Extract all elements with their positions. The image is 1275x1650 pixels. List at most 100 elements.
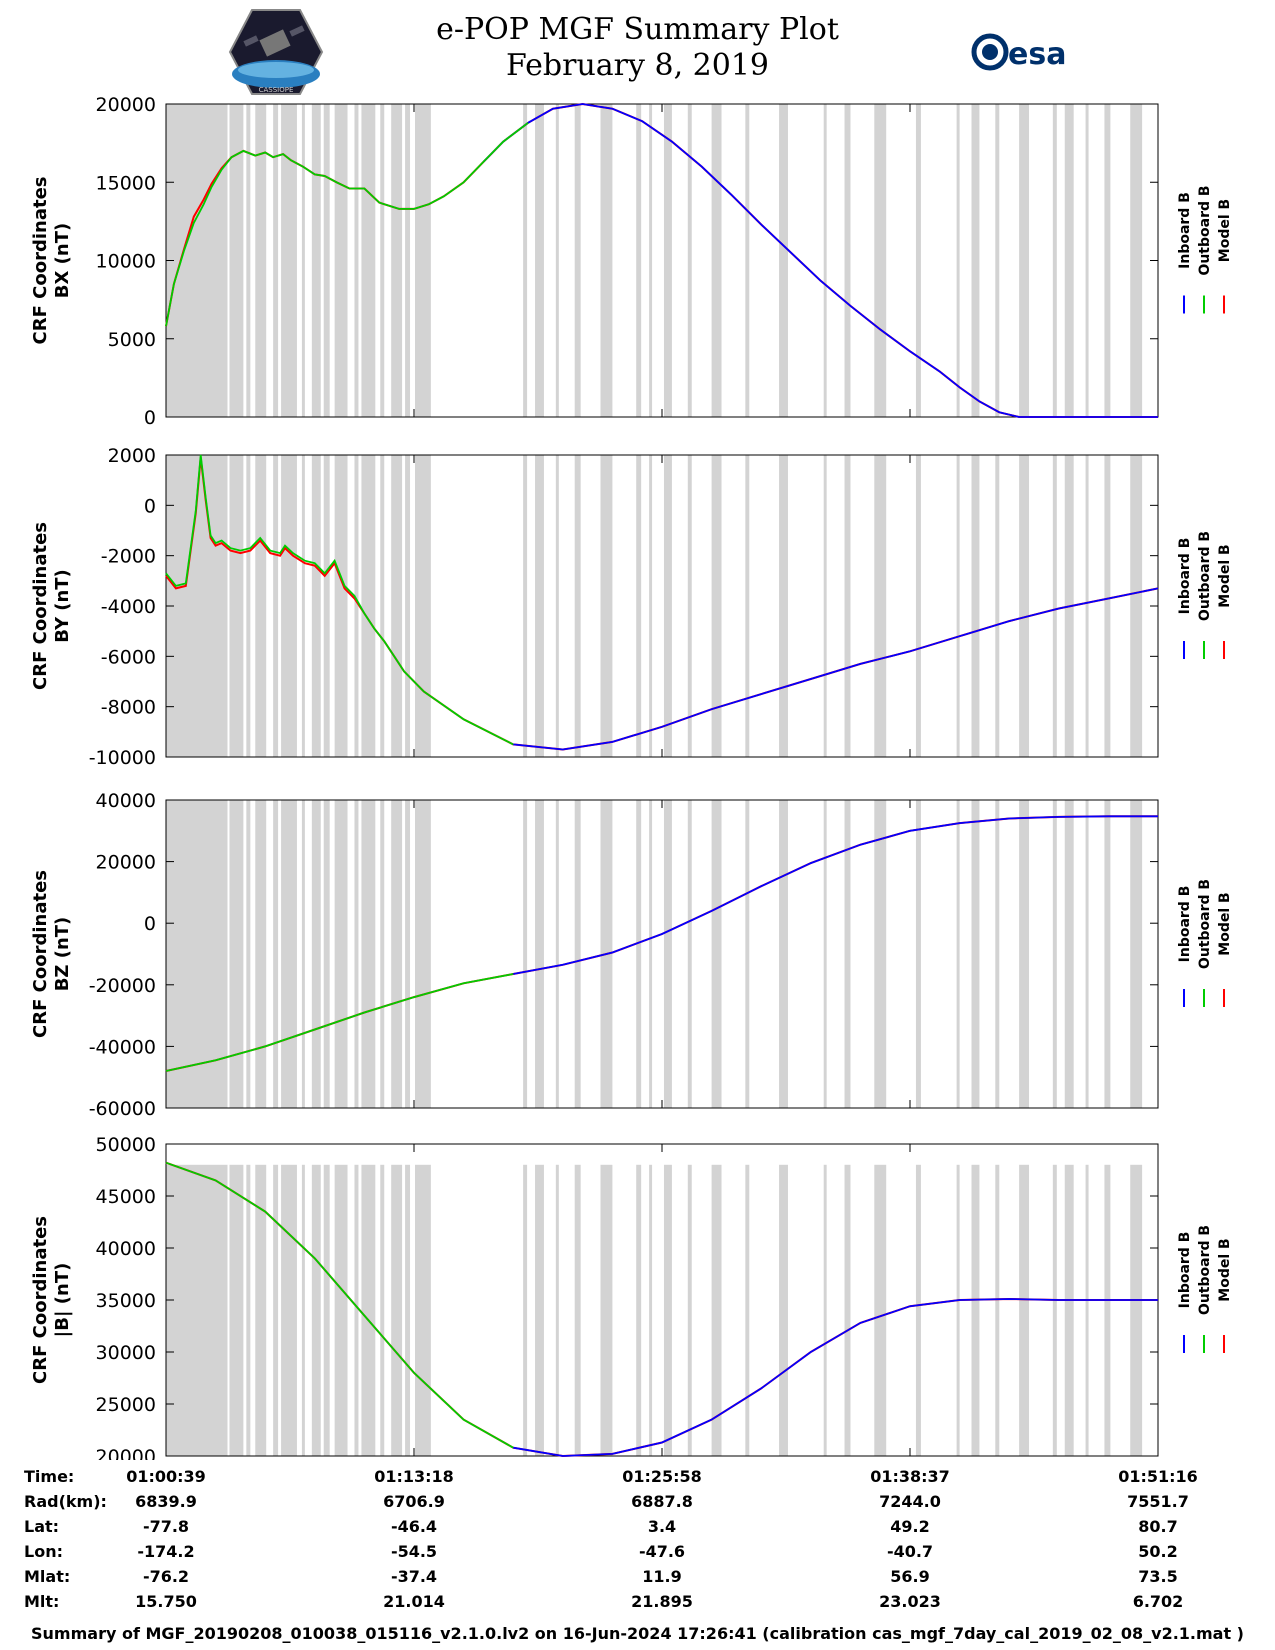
ephemeris-row-label: Mlt: bbox=[24, 1592, 59, 1611]
data-gap-band bbox=[844, 800, 851, 1108]
ephemeris-value: 01:13:18 bbox=[374, 1467, 454, 1486]
data-gap-band bbox=[636, 104, 642, 417]
data-gap-band bbox=[323, 104, 330, 417]
y-axis-label-line-2: |B| (nT) bbox=[52, 1263, 73, 1338]
data-gap-band bbox=[915, 455, 921, 757]
legend: Inboard B Outboard B Model B bbox=[1177, 185, 1233, 314]
legend-entry-label: Inboard B bbox=[1177, 538, 1193, 615]
data-gap-band bbox=[1130, 800, 1143, 1108]
data-gap-band bbox=[414, 800, 431, 1108]
ephemeris-value: 21.895 bbox=[631, 1592, 693, 1611]
data-gap-band bbox=[273, 1164, 279, 1456]
ephemeris-row-label: Time: bbox=[24, 1467, 74, 1486]
y-tick-label: 10000 bbox=[96, 251, 156, 273]
data-gap-band bbox=[823, 800, 827, 1108]
ephemeris-value: 6839.9 bbox=[135, 1492, 197, 1511]
data-gap-band bbox=[555, 1164, 559, 1456]
ephemeris-row-label: Mlat: bbox=[24, 1567, 70, 1586]
data-gap-band bbox=[779, 104, 788, 417]
data-gap-band bbox=[311, 455, 321, 757]
ephemeris-value: 6887.8 bbox=[631, 1492, 693, 1511]
data-gap-band bbox=[1052, 104, 1057, 417]
svg-text:esa: esa bbox=[1008, 37, 1066, 72]
series-line-inboard-b bbox=[482, 103, 1158, 418]
series-line-inboard-b bbox=[513, 587, 1159, 751]
data-gap-band bbox=[823, 1164, 827, 1456]
y-axis-label-line-1: CRF Coordinates bbox=[30, 522, 51, 690]
title-line-2: February 8, 2019 bbox=[505, 48, 769, 83]
y-tick-label: 5000 bbox=[108, 329, 156, 351]
data-gap-band bbox=[1085, 800, 1089, 1108]
data-gap-band bbox=[246, 455, 251, 757]
y-axis-label-line-1: CRF Coordinates bbox=[30, 177, 51, 345]
data-gap-band bbox=[600, 104, 613, 417]
data-gap-band bbox=[956, 104, 960, 417]
svg-text:CASSIOPE: CASSIOPE bbox=[259, 86, 294, 94]
ephemeris-value: 15.750 bbox=[135, 1592, 197, 1611]
y-axis-label: CRF CoordinatesBY (nT) bbox=[30, 522, 73, 690]
legend: Inboard B Outboard B Model B bbox=[1177, 879, 1233, 1007]
ephemeris-value: 6.702 bbox=[1133, 1592, 1184, 1611]
data-gap-band bbox=[255, 455, 267, 757]
ephemeris-value: 73.5 bbox=[1138, 1567, 1177, 1586]
data-gap-band bbox=[779, 455, 788, 757]
data-gap-band bbox=[915, 1164, 921, 1456]
data-gap-band bbox=[574, 800, 581, 1108]
data-gap-band bbox=[745, 104, 750, 417]
data-gap-band bbox=[711, 455, 722, 757]
data-gap-band bbox=[1064, 1164, 1074, 1456]
ephemeris-value: -40.7 bbox=[887, 1542, 933, 1561]
data-gap-band bbox=[281, 455, 297, 757]
data-gap-band bbox=[663, 800, 672, 1108]
y-tick-label: -20000 bbox=[89, 975, 156, 997]
data-gap-band bbox=[971, 455, 980, 757]
ephemeris-value: 7551.7 bbox=[1127, 1492, 1189, 1511]
data-gap-band bbox=[405, 1164, 411, 1456]
y-tick-label: 0 bbox=[144, 913, 156, 935]
data-gap-band bbox=[354, 1164, 359, 1456]
data-gap-band bbox=[246, 1164, 251, 1456]
data-gap-band bbox=[301, 1164, 305, 1456]
data-gap-band bbox=[1085, 1164, 1089, 1456]
data-gap-band bbox=[380, 800, 385, 1108]
y-axis-label-line-1: CRF Coordinates bbox=[30, 870, 51, 1038]
data-gap-band bbox=[574, 104, 581, 417]
legend-entry-label: Model B bbox=[1217, 199, 1233, 262]
legend-entry-label: Outboard B bbox=[1197, 879, 1213, 969]
data-gap-band bbox=[1019, 455, 1030, 757]
data-gap-band bbox=[405, 800, 411, 1108]
data-gap-band bbox=[255, 1164, 267, 1456]
data-gap-band bbox=[354, 104, 359, 417]
data-gap-band bbox=[523, 455, 528, 757]
ephemeris-value: -174.2 bbox=[137, 1542, 194, 1561]
data-gap-band bbox=[229, 800, 244, 1108]
data-gap-band bbox=[281, 800, 297, 1108]
data-gap-band bbox=[995, 800, 1000, 1108]
data-gap-band bbox=[574, 455, 581, 757]
y-axis-label-line-1: CRF Coordinates bbox=[30, 1216, 51, 1384]
ephemeris-value: 50.2 bbox=[1138, 1542, 1177, 1561]
data-gap-band bbox=[414, 455, 431, 757]
panel-magbmag: 20000 25000 30000 35000 40000 45000 50000 CRF C… bbox=[30, 1134, 1233, 1460]
data-gap-band bbox=[555, 455, 559, 757]
data-gap-band bbox=[1019, 104, 1030, 417]
legend-entry-label: Inboard B bbox=[1177, 886, 1193, 963]
data-gap-band bbox=[956, 1164, 960, 1456]
data-gap-band bbox=[995, 1164, 1000, 1456]
data-gap-band bbox=[523, 1164, 528, 1456]
data-gap-band bbox=[711, 1164, 722, 1456]
data-gap-band bbox=[649, 800, 653, 1108]
y-tick-label: 0 bbox=[144, 495, 156, 517]
data-gap-band bbox=[687, 104, 692, 417]
data-gap-band bbox=[1064, 104, 1074, 417]
ephemeris-row-label: Lon: bbox=[24, 1542, 63, 1561]
data-gap-band bbox=[535, 1164, 544, 1456]
data-gap-band bbox=[745, 455, 750, 757]
ephemeris-value: -37.4 bbox=[391, 1567, 437, 1586]
y-axis-label: CRF CoordinatesBX (nT) bbox=[30, 177, 73, 345]
y-tick-label: 20000 bbox=[96, 94, 156, 116]
ephemeris-value: -76.2 bbox=[143, 1567, 189, 1586]
series-line-outboard-b bbox=[165, 122, 529, 327]
data-gap-band bbox=[971, 104, 980, 417]
legend-entry-label: Inboard B bbox=[1177, 192, 1193, 269]
